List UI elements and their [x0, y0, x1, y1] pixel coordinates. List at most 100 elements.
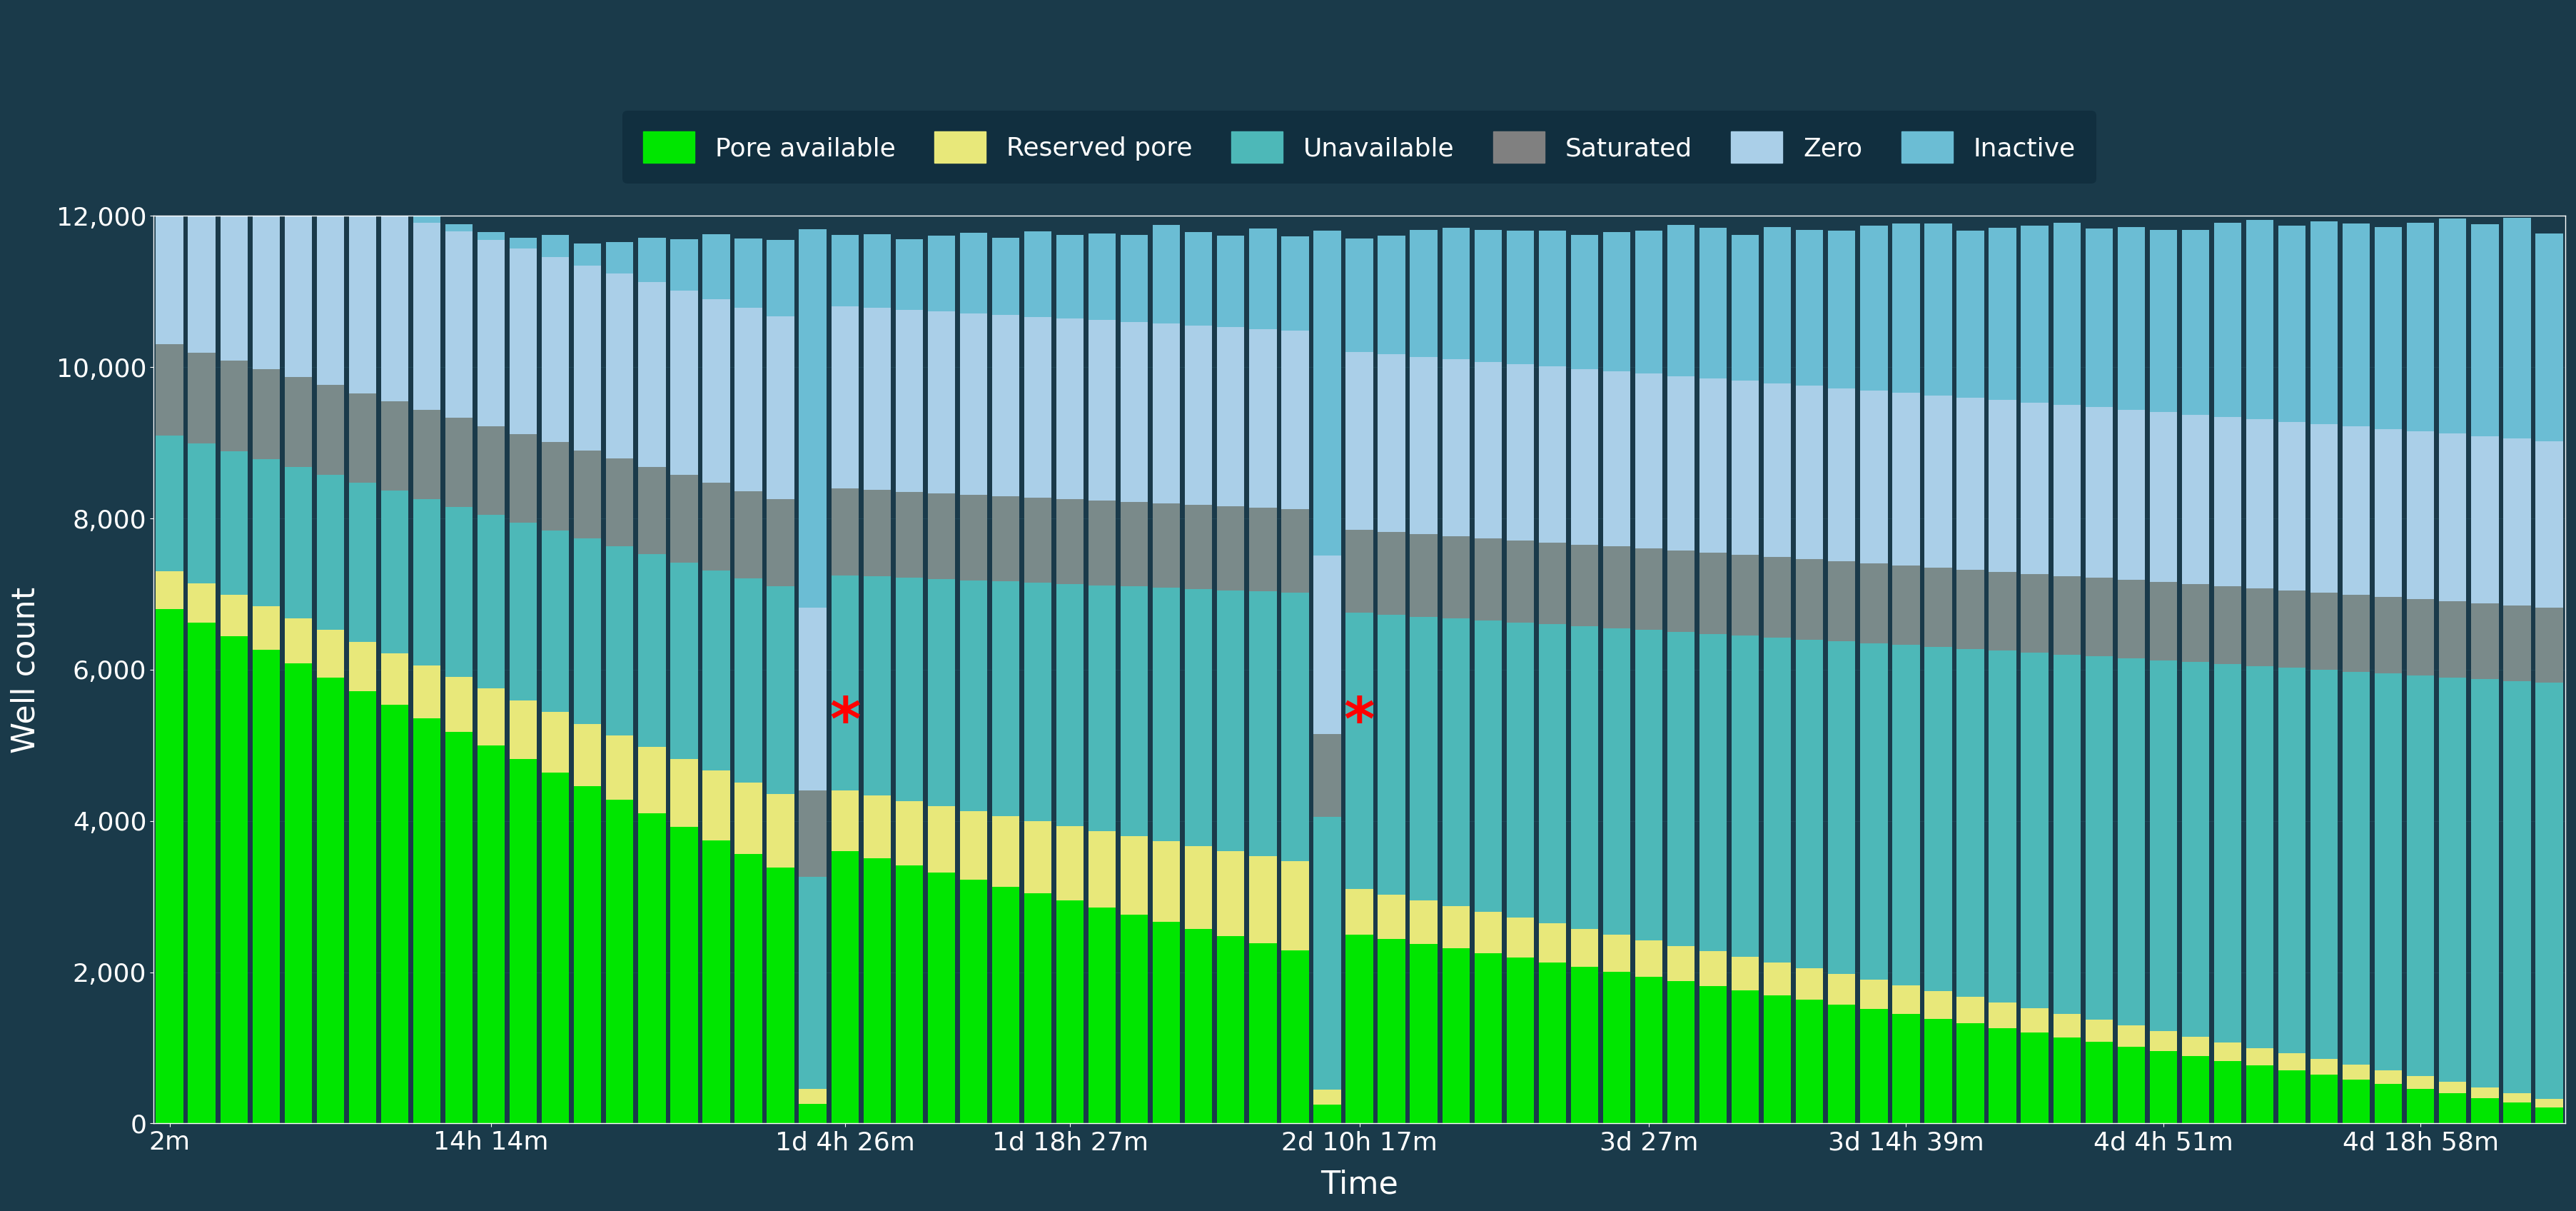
Bar — [1025, 231, 1051, 317]
Bar — [768, 586, 793, 794]
Bar — [317, 630, 345, 677]
Bar — [2504, 438, 2530, 606]
Bar — [574, 724, 600, 786]
Bar — [703, 483, 729, 570]
Bar — [1249, 943, 1278, 1124]
Bar — [1378, 236, 1406, 355]
Bar — [1409, 616, 1437, 901]
Bar — [2311, 1074, 2339, 1124]
Bar — [2148, 1051, 2177, 1124]
Bar — [1924, 647, 1953, 991]
Bar — [2504, 218, 2530, 438]
Bar — [1378, 895, 1406, 939]
Bar — [2311, 1060, 2339, 1074]
Bar — [541, 442, 569, 530]
Bar — [219, 361, 247, 452]
Bar — [896, 866, 922, 1124]
Bar — [1280, 236, 1309, 331]
Bar — [1154, 225, 1180, 323]
Bar — [1667, 225, 1695, 377]
X-axis label: Time: Time — [1321, 1170, 1399, 1200]
Bar — [446, 677, 471, 731]
Bar — [1795, 1000, 1824, 1124]
Bar — [1989, 400, 2017, 572]
Bar — [574, 786, 600, 1124]
Bar — [2375, 429, 2401, 597]
Bar — [1731, 555, 1759, 636]
Bar — [927, 805, 956, 872]
Bar — [2470, 224, 2499, 436]
Bar — [1636, 374, 1662, 549]
Bar — [639, 814, 665, 1124]
Bar — [381, 654, 410, 705]
Bar — [1025, 317, 1051, 498]
Bar — [1924, 568, 1953, 647]
Bar — [1538, 625, 1566, 923]
Bar — [832, 851, 858, 1124]
Bar — [2277, 591, 2306, 667]
Bar — [157, 148, 183, 155]
Bar — [1507, 365, 1533, 540]
Bar — [2406, 223, 2434, 431]
Bar — [639, 555, 665, 747]
Bar — [283, 467, 312, 619]
Bar — [2182, 414, 2210, 584]
Bar — [157, 344, 183, 435]
Bar — [446, 731, 471, 1124]
Bar — [283, 619, 312, 664]
Bar — [446, 506, 471, 677]
Bar — [670, 562, 698, 759]
Bar — [670, 291, 698, 475]
Bar — [2535, 1108, 2563, 1124]
Bar — [1989, 572, 2017, 650]
Bar — [1443, 906, 1468, 948]
Bar — [541, 712, 569, 773]
Bar — [1636, 976, 1662, 1124]
Bar — [992, 816, 1020, 886]
Bar — [703, 299, 729, 483]
Bar — [1829, 388, 1855, 561]
Bar — [605, 274, 634, 459]
Bar — [703, 234, 729, 299]
Bar — [1249, 329, 1278, 507]
Bar — [768, 794, 793, 868]
Bar — [1443, 228, 1468, 360]
Bar — [1700, 633, 1726, 952]
Bar — [1989, 228, 2017, 400]
Bar — [734, 578, 762, 782]
Bar — [1893, 1014, 1919, 1124]
Bar — [1409, 357, 1437, 534]
Bar — [219, 595, 247, 637]
Bar — [1216, 506, 1244, 590]
Bar — [1280, 861, 1309, 951]
Bar — [992, 237, 1020, 315]
Bar — [1056, 901, 1084, 1124]
Text: *: * — [829, 694, 860, 752]
Bar — [1731, 235, 1759, 381]
Bar — [2246, 1048, 2275, 1066]
Bar — [1314, 734, 1342, 817]
Bar — [1473, 912, 1502, 953]
Bar — [1090, 234, 1115, 320]
Bar — [1473, 538, 1502, 620]
Bar — [1345, 529, 1373, 613]
Bar — [412, 499, 440, 665]
Bar — [768, 499, 793, 586]
Bar — [348, 206, 376, 394]
Bar — [477, 689, 505, 745]
Bar — [1185, 846, 1213, 929]
Bar — [2311, 222, 2339, 424]
Bar — [1538, 963, 1566, 1124]
Legend: Pore available, Reserved pore, Unavailable, Saturated, Zero, Inactive: Pore available, Reserved pore, Unavailab… — [623, 111, 2097, 184]
Bar — [188, 622, 216, 1124]
Bar — [639, 466, 665, 555]
Bar — [1345, 352, 1373, 529]
Bar — [703, 770, 729, 840]
Bar — [1025, 894, 1051, 1124]
Bar — [992, 581, 1020, 816]
Bar — [1056, 584, 1084, 826]
Bar — [1765, 383, 1790, 557]
Bar — [2504, 1094, 2530, 1103]
Bar — [605, 799, 634, 1124]
Bar — [1731, 381, 1759, 555]
